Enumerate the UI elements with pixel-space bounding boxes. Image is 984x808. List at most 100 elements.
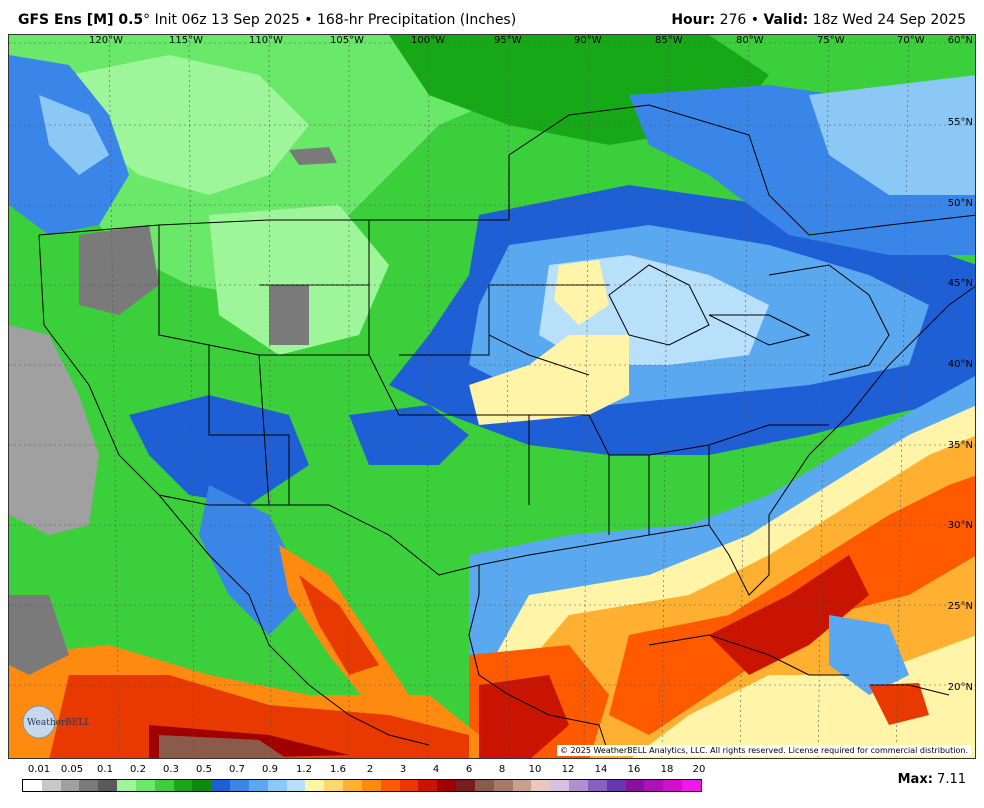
max-value-readout: Max: 7.11: [898, 772, 966, 787]
legend-swatch: [606, 780, 626, 791]
legend-swatch: [135, 780, 155, 791]
latitude-label-40n: 40°N: [947, 359, 973, 370]
legend-label: 1.2: [296, 764, 312, 775]
longitude-label-120w: 120°W: [89, 35, 123, 46]
latitude-label-45n: 45°N: [947, 278, 973, 289]
legend-label: 14: [594, 764, 608, 775]
legend-label: 12: [561, 764, 575, 775]
legend-label: 1.6: [330, 764, 346, 775]
legend-label: 2: [366, 764, 374, 775]
legend-label: 0.01: [27, 764, 51, 775]
precipitation-field: [9, 35, 975, 758]
precipitation-map[interactable]: 120°W 115°W 110°W 105°W 100°W 95°W 90°W …: [8, 34, 976, 759]
legend-swatch: [361, 780, 381, 791]
legend-swatch: [41, 780, 61, 791]
legend-swatch: [587, 780, 607, 791]
legend-swatch: [60, 780, 80, 791]
hour-label: Hour:: [671, 12, 716, 28]
legend-label: 0.7: [229, 764, 245, 775]
legend-swatch: [192, 780, 212, 791]
latitude-label-60n: 60°N: [947, 35, 973, 46]
legend-swatch: [23, 780, 42, 791]
legend-swatch: [625, 780, 645, 791]
longitude-label-110w: 110°W: [249, 35, 283, 46]
longitude-label-95w: 95°W: [494, 35, 522, 46]
legend-swatch: [550, 780, 570, 791]
legend-swatch: [286, 780, 306, 791]
legend-swatch: [98, 780, 118, 791]
legend-label: 0.9: [262, 764, 278, 775]
hour-value: 276: [719, 12, 747, 28]
color-legend: 0.01 0.05 0.1 0.2 0.3 0.5 0.7 0.9 1.2 1.…: [22, 764, 706, 794]
legend-swatch: [211, 780, 231, 791]
legend-swatch: [305, 780, 325, 791]
longitude-label-80w: 80°W: [736, 35, 764, 46]
model-name: GFS Ens [M] 0.5: [18, 12, 144, 28]
init-time: Init 06z 13 Sep 2025: [154, 12, 300, 28]
longitude-label-105w: 105°W: [330, 35, 364, 46]
degree-symbol: °: [143, 12, 151, 28]
legend-swatch: [380, 780, 400, 791]
legend-swatch: [154, 780, 174, 791]
legend-swatch: [230, 780, 249, 791]
separator-bullet-2: •: [750, 12, 760, 28]
legend-swatch: [437, 780, 457, 791]
legend-label: 3: [399, 764, 407, 775]
legend-swatch: [173, 780, 193, 791]
legend-label: 0.1: [97, 764, 113, 775]
legend-label: 18: [660, 764, 674, 775]
valid-value: 18z Wed 24 Sep 2025: [812, 12, 966, 28]
legend-swatch: [474, 780, 494, 791]
weatherbell-logo: WeatherBELL: [19, 704, 90, 740]
legend-swatch: [512, 780, 532, 791]
svg-text:WeatherBELL: WeatherBELL: [27, 718, 89, 728]
legend-color-bar: [22, 779, 702, 792]
legend-swatch: [248, 780, 268, 791]
legend-swatch: [681, 780, 701, 791]
legend-swatch: [399, 780, 419, 791]
latitude-label-30n: 30°N: [947, 520, 973, 531]
legend-swatch: [324, 780, 344, 791]
valid-label: Valid:: [763, 12, 809, 28]
longitude-label-75w: 75°W: [817, 35, 845, 46]
latitude-label-35n: 35°N: [947, 440, 973, 451]
longitude-label-115w: 115°W: [169, 35, 203, 46]
legend-label: 0.3: [163, 764, 179, 775]
copyright-notice: © 2025 WeatherBELL Analytics, LLC. All r…: [557, 745, 971, 756]
legend-label: 4: [432, 764, 440, 775]
header-bar: GFS Ens [M] 0.5° Init 06z 13 Sep 2025 • …: [0, 0, 984, 34]
legend-label: 20: [692, 764, 706, 775]
longitude-label-85w: 85°W: [655, 35, 683, 46]
separator-bullet: •: [304, 12, 313, 28]
legend-swatch: [456, 780, 475, 791]
valid-time-block: Hour: 276 • Valid: 18z Wed 24 Sep 2025: [671, 12, 966, 28]
legend-swatch: [663, 780, 682, 791]
legend-swatch: [493, 780, 513, 791]
legend-swatch: [117, 780, 136, 791]
latitude-label-25n: 25°N: [947, 601, 973, 612]
legend-label: 0.5: [196, 764, 212, 775]
legend-swatch: [418, 780, 438, 791]
legend-swatch: [644, 780, 664, 791]
legend-label: 0.05: [60, 764, 84, 775]
max-value: 7.11: [937, 772, 966, 787]
legend-labels: 0.01 0.05 0.1 0.2 0.3 0.5 0.7 0.9 1.2 1.…: [22, 764, 706, 778]
legend-label: 16: [627, 764, 641, 775]
longitude-label-100w: 100°W: [411, 35, 445, 46]
legend-swatch: [343, 780, 362, 791]
latitude-label-50n: 50°N: [947, 198, 973, 209]
latitude-label-20n: 20°N: [947, 682, 973, 693]
legend-swatch: [79, 780, 99, 791]
legend-swatch: [531, 780, 551, 791]
legend-label: 6: [465, 764, 473, 775]
legend-swatch: [569, 780, 588, 791]
legend-swatch: [267, 780, 287, 791]
legend-label: 8: [498, 764, 506, 775]
longitude-label-90w: 90°W: [574, 35, 602, 46]
max-label: Max:: [897, 772, 933, 787]
page-title: GFS Ens [M] 0.5° Init 06z 13 Sep 2025 • …: [18, 12, 516, 28]
product-name: 168-hr Precipitation (Inches): [316, 12, 517, 28]
legend-label: 10: [528, 764, 542, 775]
legend-label: 0.2: [130, 764, 146, 775]
latitude-label-55n: 55°N: [947, 117, 973, 128]
